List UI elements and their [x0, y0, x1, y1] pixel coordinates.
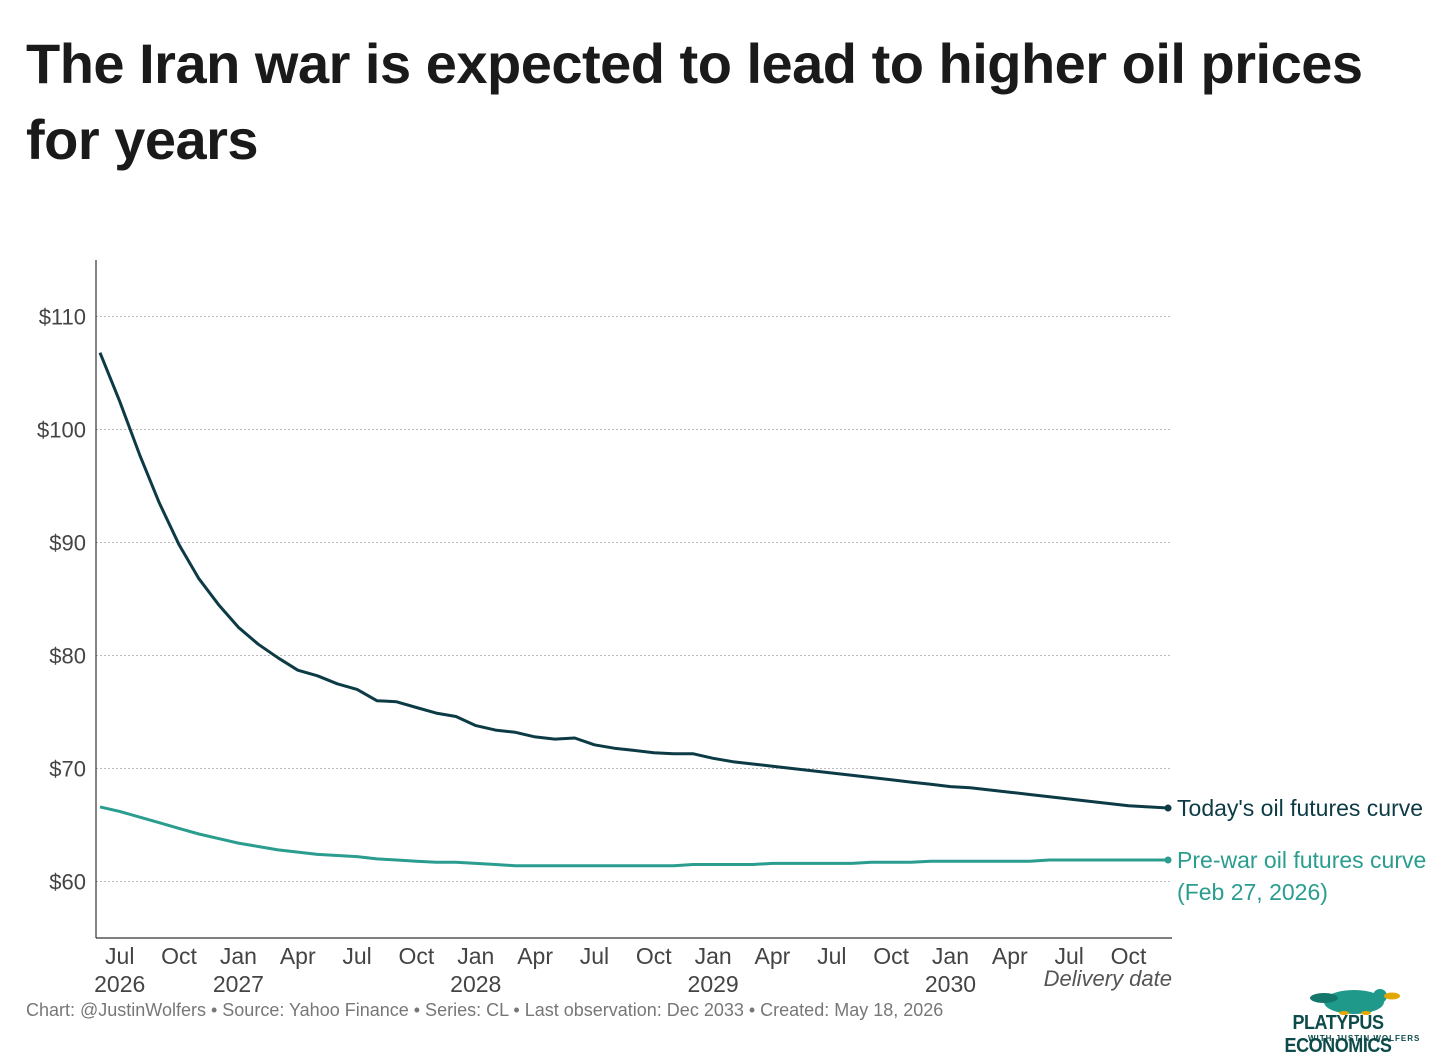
- x-tick-label: Jul: [105, 943, 134, 969]
- series-label: Pre-war oil futures curve: [1177, 847, 1426, 873]
- x-tick-label: Jul: [342, 943, 371, 969]
- x-tick-label: Jul: [580, 943, 609, 969]
- gridlines: [96, 316, 1172, 882]
- x-tick-year-label: 2030: [925, 971, 976, 997]
- x-tick-label: Oct: [873, 943, 909, 969]
- y-tick-label: $70: [49, 757, 86, 782]
- series-end-point: [1164, 856, 1172, 864]
- y-tick-label: $60: [49, 870, 86, 895]
- x-tick-label: Apr: [517, 943, 553, 969]
- x-tick-label: Jan: [932, 943, 969, 969]
- platypus-economics-logo: PLATYPUS ECONOMICS WITH JUSTIN WOLFERS: [1248, 980, 1448, 1057]
- x-tick-label: Oct: [399, 943, 435, 969]
- chart-footer: Chart: @JustinWolfers • Source: Yahoo Fi…: [26, 1000, 944, 1020]
- logo-subtitle: WITH JUSTIN WOLFERS: [1308, 1034, 1421, 1043]
- x-tick-label: Jul: [817, 943, 846, 969]
- x-tick-label: Jul: [1054, 943, 1083, 969]
- x-tick-label: Apr: [992, 943, 1028, 969]
- series-labels: Today's oil futures curve Pre-war oil fut…: [1177, 795, 1426, 905]
- x-tick-label: Jan: [457, 943, 494, 969]
- y-axis-ticks: $60 $70 $80 $90 $100 $110: [37, 305, 86, 895]
- x-tick-year-label: 2028: [450, 971, 501, 997]
- x-tick-label: Jan: [220, 943, 257, 969]
- series-lines: [98, 352, 1172, 868]
- x-axis-label: Delivery date: [1044, 966, 1172, 991]
- series-label: Today's oil futures curve: [1177, 795, 1423, 821]
- axes: [95, 260, 1172, 939]
- series-line: [99, 805, 1168, 868]
- series-end-point: [1164, 804, 1172, 812]
- y-tick-label: $110: [39, 305, 86, 330]
- y-tick-label: $90: [49, 531, 86, 556]
- x-tick-year-label: 2026: [94, 971, 145, 997]
- series-line: [98, 352, 1169, 810]
- x-tick-label: Oct: [1111, 943, 1147, 969]
- chart-title: The Iran war is expected to lead to high…: [26, 32, 1363, 171]
- x-tick-label: Apr: [280, 943, 316, 969]
- x-tick-label: Oct: [161, 943, 197, 969]
- x-tick-year-label: 2027: [213, 971, 264, 997]
- x-tick-label: Jan: [695, 943, 732, 969]
- y-tick-label: $80: [49, 644, 86, 669]
- x-tick-year-label: 2029: [688, 971, 739, 997]
- series-label: (Feb 27, 2026): [1177, 879, 1328, 905]
- x-tick-label: Apr: [755, 943, 791, 969]
- x-tick-label: Oct: [636, 943, 672, 969]
- platypus-icon: [1310, 989, 1400, 1015]
- y-tick-label: $100: [37, 418, 86, 443]
